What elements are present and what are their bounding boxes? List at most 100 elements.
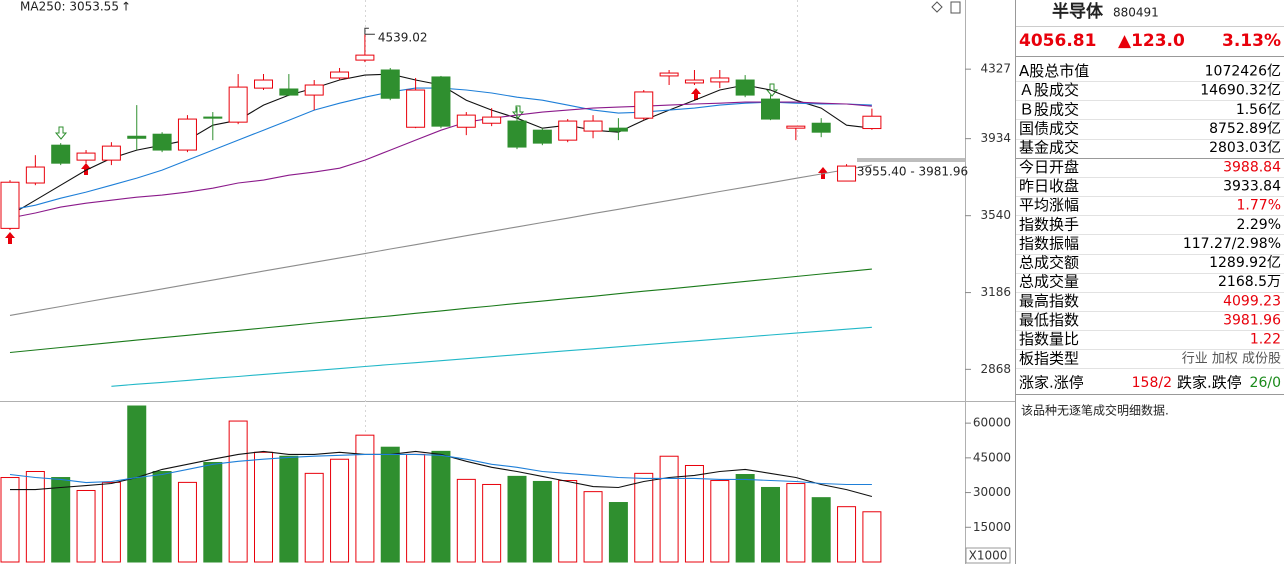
legend-entry: MA250: 3053.55 [20,0,119,14]
volume-bar [355,434,375,563]
volume-bar [456,478,476,563]
row-value: 1.77% [1237,198,1281,214]
signal-markers [5,83,828,244]
candle-body [811,122,831,133]
volume-bar [862,511,882,563]
y-tick-label: 3186 [980,285,1011,299]
moving-average [9,268,872,354]
volume-bar [710,480,730,563]
moving-average [10,450,873,498]
legend-arrow: ↑ [121,0,131,14]
row-value: 4099.23 [1223,293,1281,309]
buy-signal [818,167,828,179]
unit-box [965,547,1011,564]
candle-body [177,118,197,151]
y-tick-label: 45000 [973,450,1011,464]
volume-bar [634,472,654,563]
row-value: 1072426亿 [1205,64,1281,80]
moving-average [9,164,872,316]
row-label: 总成交量 [1019,273,1079,291]
breadth-label: 跌家.跌停 [1177,374,1242,392]
candle-body [482,116,502,124]
candle-body [735,79,755,96]
candle-body [558,120,578,141]
volume-bar [659,455,679,563]
volume-bar [786,483,806,563]
candle-body [583,120,603,132]
volume-bar [76,489,96,563]
candle-body [507,120,527,148]
volume-bar [101,481,121,563]
price-marker [857,158,965,162]
window-icon[interactable] [950,1,961,14]
row-label: 昨日收盘 [1019,177,1079,195]
panel-code: 880491 [1113,6,1159,20]
candle-body [254,79,273,89]
row-value: 3981.96 [1223,313,1281,329]
row-label: 今日开盘 [1019,158,1079,176]
panel-title: 半导体 [1052,1,1104,22]
volume-bar [507,475,527,563]
volume-bar [279,455,299,563]
breadth-value: 26/0 [1250,375,1281,391]
candle-body [761,98,780,120]
candle-body [0,181,20,229]
y-tick-label: 30000 [973,485,1011,499]
high-label: 4539.02 [378,31,428,45]
volume-bar [608,502,628,563]
candle-body [330,71,350,79]
candle-body [431,76,451,127]
volume-bar [482,483,502,563]
y-tick-label: 15000 [973,520,1011,534]
row-label: Ａ股成交 [1019,81,1079,99]
candle-body [51,144,71,164]
candle-body [355,54,375,61]
candle-body [101,145,121,161]
panel-change: ▲123.0 [1118,31,1185,51]
row-value: 2.29% [1237,217,1281,233]
candle-body [380,69,400,99]
high-pointer [364,27,375,35]
volume-bar [431,450,451,563]
buy-signal [81,163,91,175]
candle-body [710,77,730,83]
row-value: 2168.5万 [1218,274,1281,290]
candle-body [532,129,552,144]
sell-signal [54,126,68,140]
row-value: 117.27/2.98% [1183,236,1281,252]
y-tick-label: 3934 [980,131,1011,145]
candle-body [837,165,857,182]
candle-body [203,116,223,119]
row-value: 14690.32亿 [1200,83,1281,99]
row-label: 总成交额 [1019,254,1079,272]
volume-bar [254,451,273,563]
candle-body [862,115,882,130]
volume-bar [532,480,552,563]
row-label: 指数振幅 [1019,234,1079,252]
volume-bar [25,471,45,563]
candle-body [456,114,476,128]
breadth-label: 涨家.涨停 [1019,374,1084,392]
volume-bar [583,491,603,563]
candle-body [659,72,679,77]
candle-body [608,127,628,132]
candle-body [76,152,96,161]
toggle-icon[interactable] [931,1,943,13]
volume-unit: X1000 [969,549,1008,563]
y-tick-label: 2868 [980,362,1011,376]
panel-note: 该品种无逐笔成交明细数据. [1021,403,1169,418]
candle-body [634,91,654,119]
volume-bar [684,464,704,563]
candle-body [684,79,704,84]
buy-signal [691,88,701,100]
volume-bar [406,453,426,563]
y-tick-label: 3540 [980,208,1011,222]
row-label: 基金成交 [1019,139,1079,157]
row-value: 8752.89亿 [1209,121,1281,137]
row-label: 最高指数 [1019,292,1079,310]
volume-bar [735,474,755,563]
row-value: 行业 加权 成份股 [1182,350,1281,366]
row-value: 3933.84 [1223,178,1281,194]
moving-average [9,101,872,219]
